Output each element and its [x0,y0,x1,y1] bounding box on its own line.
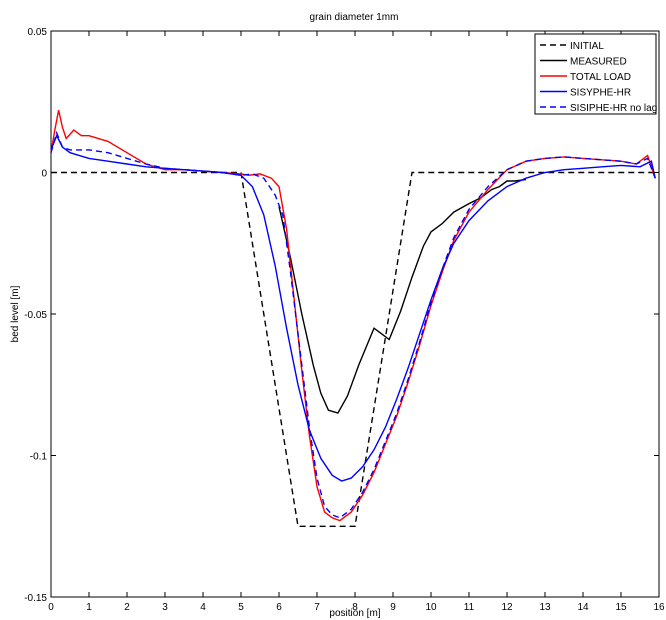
legend-items: INITIAL MEASURED TOTAL LOAD SISYPHE-HR SISIP… [540,41,657,114]
legend-label: SISYPHE-HR [570,88,631,99]
x-tick-label: 3 [162,602,168,613]
x-tick-label: 16 [653,602,665,613]
x-tick-label: 14 [577,602,589,613]
x-axis-label: position [m] [329,608,380,619]
series-line-4 [50,130,656,519]
legend-label: SISIPHE-HR no lag [570,103,657,114]
x-tick-label: 1 [86,602,92,613]
y-tick-label: -0.05 [24,310,47,321]
x-tick-label: 8 [352,602,358,613]
legend-label: MEASURED [570,57,627,68]
x-tick-label: 10 [425,602,437,613]
x-tick-label: 12 [501,602,513,613]
x-tick-label: 11 [464,602,475,613]
y-tick-label: 0.05 [28,27,48,38]
x-tick-label: 13 [539,602,551,613]
y-axis-label: bed level [m] [10,285,21,342]
series-layer [50,110,659,527]
y-tick-label: 0 [41,169,47,180]
x-tick-label: 7 [314,602,320,613]
series-line-0 [51,171,659,527]
series-line-3 [50,134,656,482]
legend-box [534,33,657,115]
x-tick-label: 0 [48,602,54,613]
x-tick-label: 4 [200,602,206,613]
series-line-1 [278,178,527,414]
legend-label: INITIAL [570,41,604,52]
plot-area [50,30,660,598]
legend: INITIAL MEASURED TOTAL LOAD SISYPHE-HR SISIP… [534,33,657,115]
chart-title: grain diameter 1mm [310,12,399,23]
x-tick-label: 5 [238,602,244,613]
x-tick-label: 9 [390,602,396,613]
x-tick-label: 15 [615,602,627,613]
x-tick-label: 2 [124,602,130,613]
y-tick-label: -0.1 [30,452,48,463]
ticks-layer: 0 1 2 3 4 5 6 7 8 9 10 11 12 13 14 15 16-0.15-0.1-0.0500… [24,27,665,613]
x-tick-label: 6 [276,602,282,613]
y-tick-label: -0.15 [24,593,47,604]
legend-label: TOTAL LOAD [570,72,631,83]
series-line-2 [50,110,656,522]
